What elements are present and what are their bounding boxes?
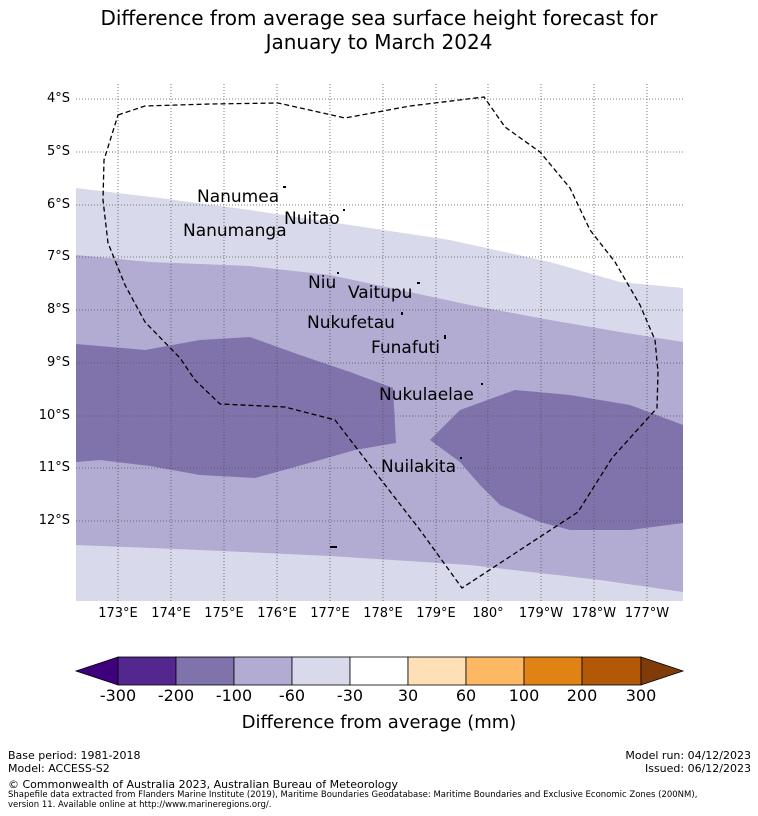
island-label-nukulaelae: Nukulaelae xyxy=(379,385,474,405)
colorbar-bin-4 xyxy=(291,656,351,686)
colorbar-tick-minus200: -200 xyxy=(157,686,195,705)
colorbar-tick-100: 100 xyxy=(508,686,540,705)
graticule xyxy=(76,84,683,601)
band-minus100-west xyxy=(76,337,396,478)
island-label-nanumea: Nanumea xyxy=(197,187,280,207)
colorbar-high-extend xyxy=(640,656,685,686)
lon-label-176e: 176°E xyxy=(257,606,297,621)
lon-label-178w: 178°W xyxy=(571,606,617,621)
chart-title: Difference from average sea surface heig… xyxy=(0,6,758,54)
island-label-nanumanga: Nanumanga xyxy=(183,221,287,241)
colorbar-bin-7 xyxy=(465,656,525,686)
lat-label-5s: 5°S xyxy=(46,144,70,159)
lon-label-179w: 179°W xyxy=(518,606,564,621)
lat-label-4s: 4°S xyxy=(46,91,70,106)
island-label-nuilakita: Nuilakita xyxy=(381,457,457,477)
island-label-nukufetau: Nukufetau xyxy=(307,313,395,333)
island-label-nuitao: Nuitao xyxy=(284,209,340,229)
colorbar-bin-3 xyxy=(233,656,293,686)
lat-label-12s: 12°S xyxy=(38,513,70,528)
colorbar-tick-minus60: -60 xyxy=(278,686,306,705)
lon-label-177e: 177°E xyxy=(310,606,350,621)
lat-label-9s: 9°S xyxy=(46,355,70,370)
eez-boundary xyxy=(102,96,659,589)
lon-label-178e: 178°E xyxy=(363,606,403,621)
issued-date: Issued: 06/12/2023 xyxy=(644,762,751,775)
island-label-vaitupu: Vaitupu xyxy=(348,283,413,303)
title-line-2: January to March 2024 xyxy=(265,30,493,54)
colorbar xyxy=(74,656,685,686)
colorbar-bin-2 xyxy=(175,656,235,686)
colorbar-tick-minus100: -100 xyxy=(215,686,253,705)
lat-label-6s: 6°S xyxy=(46,197,70,212)
colorbar-tick-200: 200 xyxy=(566,686,598,705)
lon-label-174e: 174°E xyxy=(151,606,191,621)
band-minus100-east xyxy=(430,390,683,530)
band-south-minus30 xyxy=(76,545,683,601)
lon-label-173e: 173°E xyxy=(98,606,138,621)
colorbar-tick-30: 30 xyxy=(397,686,419,705)
base-period: Base period: 1981-2018 xyxy=(8,749,141,762)
colorbar-tick-minus300: -300 xyxy=(99,686,137,705)
island-marks xyxy=(283,186,483,548)
colorbar-low-extend xyxy=(74,656,119,686)
copyright: © Commonwealth of Australia 2023, Austra… xyxy=(8,778,398,791)
model-run: Model run: 04/12/2023 xyxy=(625,749,751,762)
colorbar-tick-60: 60 xyxy=(455,686,477,705)
lat-label-11s: 11°S xyxy=(38,460,70,475)
island-label-funafuti: Funafuti xyxy=(371,338,440,358)
lon-label-177w: 177°W xyxy=(624,606,670,621)
colorbar-bin-6 xyxy=(407,656,467,686)
colorbar-label: Difference from average (mm) xyxy=(241,712,517,733)
island-label-niu: Niu xyxy=(308,273,337,293)
colorbar-bin-5 xyxy=(349,656,409,686)
colorbar-bin-8 xyxy=(523,656,583,686)
lat-label-7s: 7°S xyxy=(46,249,70,264)
colorbar-tick-300: 300 xyxy=(625,686,657,705)
source-line-2: version 11. Available online at http://w… xyxy=(8,800,272,810)
colorbar-bin-1 xyxy=(117,656,177,686)
lon-label-175e: 175°E xyxy=(204,606,244,621)
colorbar-bin-9 xyxy=(581,656,642,686)
title-line-1: Difference from average sea surface heig… xyxy=(100,6,658,30)
colorbar-tick-minus30: -30 xyxy=(336,686,364,705)
model-name: Model: ACCESS-S2 xyxy=(8,762,110,775)
lat-label-10s: 10°S xyxy=(38,408,70,423)
lat-label-8s: 8°S xyxy=(46,302,70,317)
source-line-1: Shapefile data extracted from Flanders M… xyxy=(8,790,698,800)
lon-label-180: 180° xyxy=(472,606,504,621)
lon-label-179e: 179°E xyxy=(416,606,456,621)
